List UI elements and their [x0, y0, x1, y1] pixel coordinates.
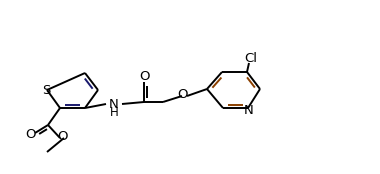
- Text: O: O: [139, 70, 149, 84]
- Text: S: S: [42, 84, 50, 97]
- Text: H: H: [109, 106, 119, 120]
- Text: O: O: [57, 130, 67, 144]
- Text: O: O: [178, 89, 188, 101]
- Text: N: N: [109, 97, 119, 110]
- Text: O: O: [26, 129, 36, 141]
- Text: Cl: Cl: [244, 52, 258, 65]
- Text: N: N: [244, 104, 254, 117]
